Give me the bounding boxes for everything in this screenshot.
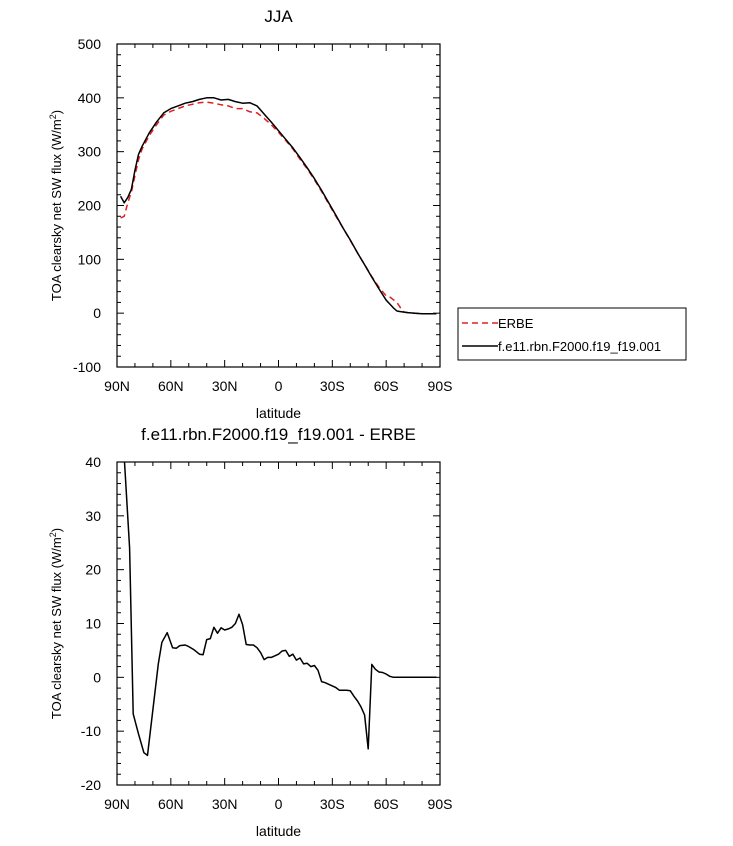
x-tick-label: 90S xyxy=(428,796,453,812)
y-tick-label: 500 xyxy=(78,36,102,52)
chart-title: JJA xyxy=(264,7,293,26)
y-tick-label: 0 xyxy=(93,305,101,321)
y-tick-label: 40 xyxy=(85,454,101,470)
y-tick-label: 10 xyxy=(85,616,101,632)
y-axis-label: TOA clearsky net SW flux (W/m2) xyxy=(48,528,64,719)
x-tick-label: 60S xyxy=(374,796,399,812)
series-line-2 xyxy=(119,97,437,315)
x-tick-label: 90N xyxy=(104,796,130,812)
x-tick-label: 60N xyxy=(158,378,184,394)
x-axis-label: latitude xyxy=(256,405,301,421)
x-tick-label: 0 xyxy=(275,378,283,394)
y-tick-label: 400 xyxy=(78,90,102,106)
y-tick-label: 200 xyxy=(78,198,102,214)
legend-label: f.e11.rbn.F2000.f19_f19.001 xyxy=(498,339,661,354)
plot-frame xyxy=(116,43,441,368)
y-tick-label: 0 xyxy=(93,669,101,685)
x-tick-label: 60N xyxy=(158,796,184,812)
top-panel: JJA 90N 60N 30N 0 30S 60S 90S -100 0 100 200 300 400 5… xyxy=(48,7,687,421)
series-line-1 xyxy=(120,101,437,315)
x-tick-label: 30N xyxy=(212,378,238,394)
bottom-panel: f.e11.rbn.F2000.f19_f19.001 - ERBE 90N 60N… xyxy=(48,425,452,839)
y-tick-label: -100 xyxy=(73,359,101,375)
y-tick-label: -10 xyxy=(81,723,101,739)
x-axis-label: latitude xyxy=(256,823,301,839)
legend: ERBE f.e11.rbn.F2000.f19_f19.001 xyxy=(457,307,687,361)
series-line-1 xyxy=(123,462,437,757)
y-tick-label: -20 xyxy=(81,777,101,793)
y-tick-label: 20 xyxy=(85,562,101,578)
x-tick-label: 60S xyxy=(374,378,399,394)
x-tick-label: 30S xyxy=(320,378,345,394)
y-axis-label: TOA clearsky net SW flux (W/m2) xyxy=(48,110,64,301)
legend-box xyxy=(457,307,687,361)
y-tick-label: 300 xyxy=(78,144,102,160)
x-tick-label: 30S xyxy=(320,796,345,812)
y-tick-label: 100 xyxy=(78,251,102,267)
y-tick-label: 30 xyxy=(85,508,101,524)
x-tick-label: 30N xyxy=(212,796,238,812)
plot-frame xyxy=(116,461,441,786)
chart-title: f.e11.rbn.F2000.f19_f19.001 - ERBE xyxy=(141,425,416,444)
x-tick-label: 0 xyxy=(275,796,283,812)
x-tick-label: 90N xyxy=(104,378,130,394)
x-tick-label: 90S xyxy=(428,378,453,394)
legend-label: ERBE xyxy=(498,316,534,331)
